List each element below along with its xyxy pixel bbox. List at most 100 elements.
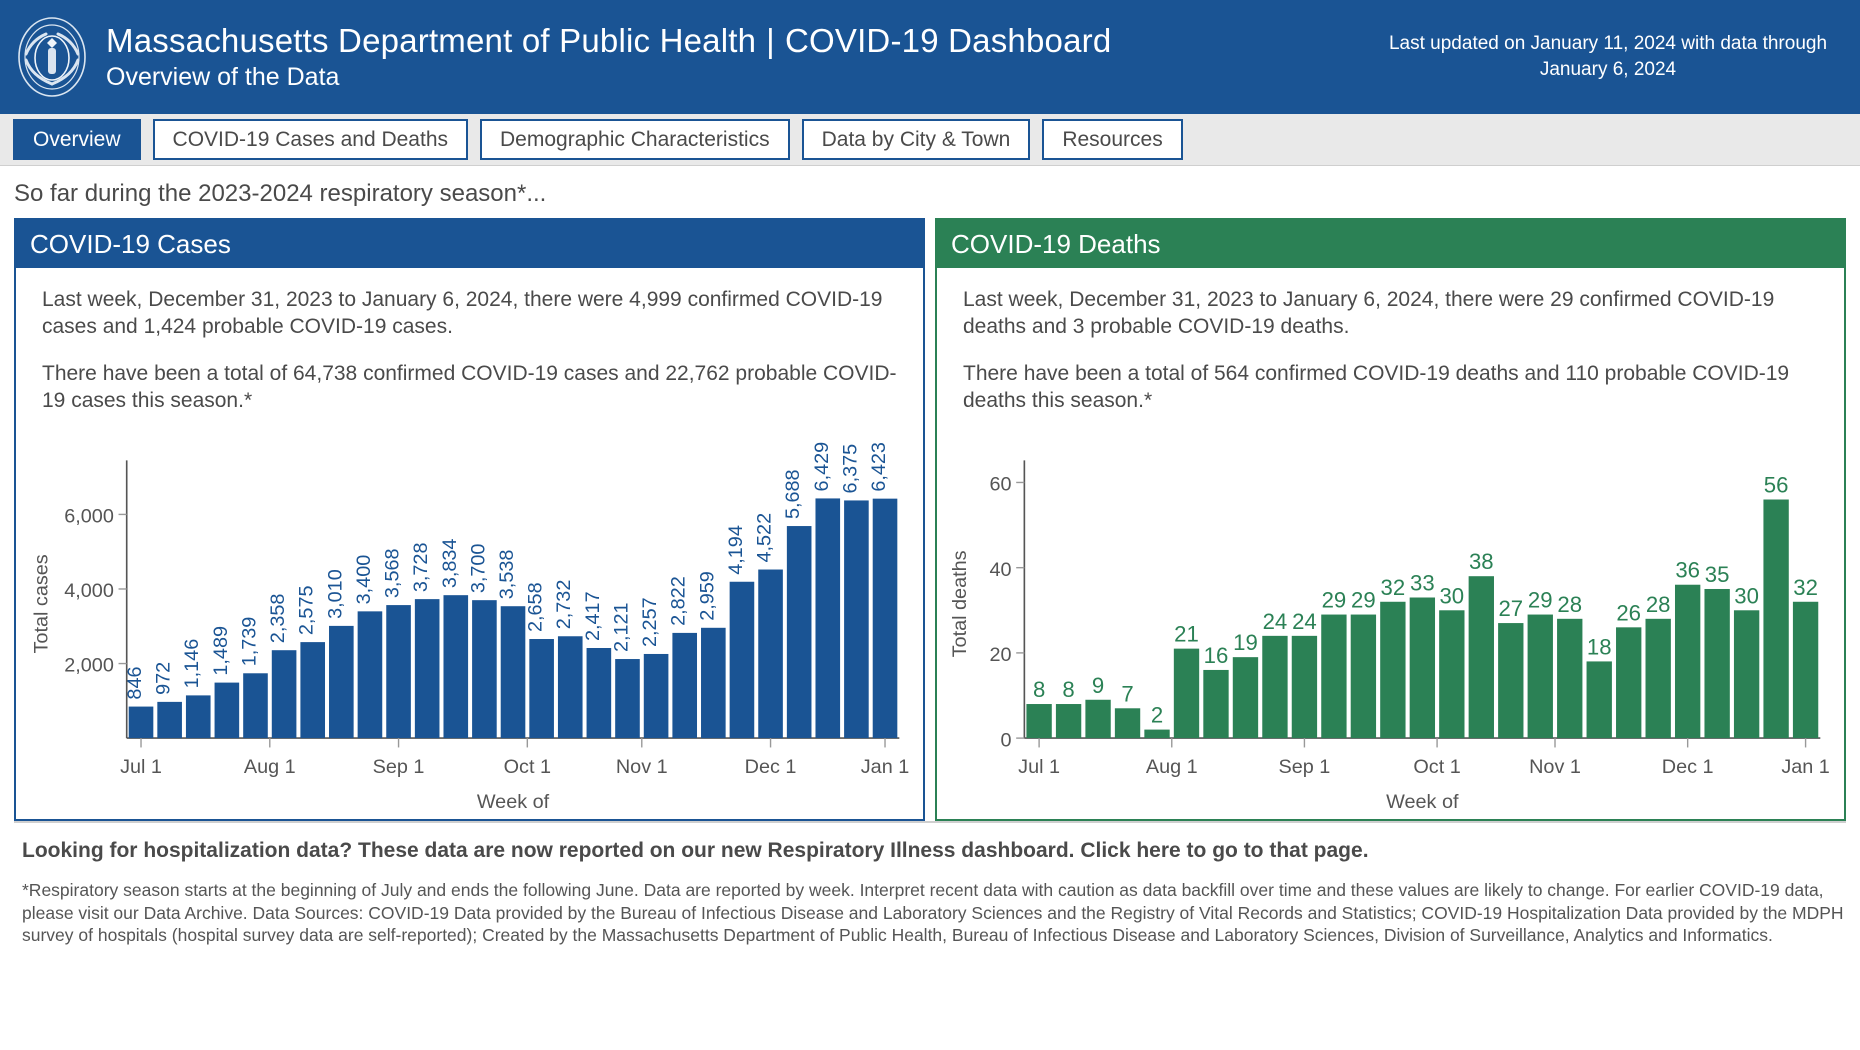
svg-text:3,568: 3,568 — [382, 548, 404, 598]
svg-text:1,739: 1,739 — [238, 617, 260, 667]
svg-text:2,822: 2,822 — [668, 576, 690, 626]
svg-text:20: 20 — [989, 644, 1011, 666]
svg-text:Jul 1: Jul 1 — [1018, 756, 1060, 778]
svg-text:2,000: 2,000 — [64, 655, 114, 677]
svg-text:4,194: 4,194 — [725, 525, 747, 575]
svg-text:3,538: 3,538 — [496, 550, 518, 600]
tab-resources[interactable]: Resources — [1042, 119, 1183, 160]
svg-text:8: 8 — [1033, 677, 1045, 702]
svg-text:30: 30 — [1439, 583, 1464, 608]
header-subtitle: Overview of the Data — [106, 63, 340, 91]
cases-paragraph-1: Last week, December 31, 2023 to January … — [42, 288, 883, 338]
last-updated-text: Last updated on January 11, 2024 with da… — [1388, 33, 1828, 80]
svg-text:Oct 1: Oct 1 — [1413, 756, 1460, 778]
svg-text:Jan 1: Jan 1 — [861, 756, 910, 778]
svg-text:2,121: 2,121 — [610, 602, 632, 652]
svg-text:2,959: 2,959 — [696, 571, 718, 621]
svg-text:5,688: 5,688 — [782, 469, 804, 519]
svg-text:Aug 1: Aug 1 — [1146, 756, 1198, 778]
deaths-chart-container: 0 20 40 60 8 8 9 7 2 21 16 19 24 24 29 29 32 33 30 38 27 29 28… — [937, 420, 1844, 819]
page-header: Massachusetts Department of Public Healt… — [0, 0, 1860, 114]
svg-text:3,400: 3,400 — [353, 555, 375, 605]
svg-text:Jan 1: Jan 1 — [1781, 756, 1830, 778]
svg-text:Week of: Week of — [477, 791, 550, 813]
svg-text:38: 38 — [1469, 549, 1494, 574]
svg-text:27: 27 — [1498, 596, 1523, 621]
svg-text:1,489: 1,489 — [210, 626, 232, 676]
svg-text:Jul 1: Jul 1 — [120, 756, 162, 778]
svg-text:7: 7 — [1121, 681, 1133, 706]
svg-text:35: 35 — [1705, 562, 1730, 587]
summary-cards: COVID-19 Cases Last week, December 31, 2… — [0, 218, 1860, 822]
deaths-card-title: COVID-19 Deaths — [951, 228, 1161, 259]
deaths-card-header: COVID-19 Deaths — [937, 220, 1844, 268]
svg-text:Sep 1: Sep 1 — [373, 756, 425, 778]
svg-text:2,257: 2,257 — [639, 597, 661, 647]
svg-text:9: 9 — [1092, 673, 1104, 698]
svg-text:2: 2 — [1151, 703, 1163, 728]
svg-text:29: 29 — [1351, 588, 1376, 613]
svg-text:4,000: 4,000 — [64, 580, 114, 602]
svg-text:2,575: 2,575 — [296, 585, 318, 635]
svg-text:0: 0 — [1000, 729, 1011, 751]
svg-text:Aug 1: Aug 1 — [244, 756, 296, 778]
svg-text:846: 846 — [124, 666, 146, 699]
header-titles: Massachusetts Department of Public Healt… — [106, 21, 1378, 93]
svg-text:Dec 1: Dec 1 — [745, 756, 797, 778]
svg-text:32: 32 — [1381, 575, 1406, 600]
cases-bar-chart: 2,000 4,000 6,000 846 972 1,146 1,489 1,739 2,35… — [30, 442, 910, 813]
svg-text:Nov 1: Nov 1 — [1529, 756, 1581, 778]
svg-text:29: 29 — [1528, 588, 1553, 613]
covid-cases-card: COVID-19 Cases Last week, December 31, 2… — [14, 218, 925, 822]
title-separator: | — [766, 22, 775, 59]
tab-demographic-characteristics[interactable]: Demographic Characteristics — [480, 119, 790, 160]
svg-text:60: 60 — [989, 474, 1011, 496]
svg-text:28: 28 — [1557, 592, 1582, 617]
svg-text:3,010: 3,010 — [324, 569, 346, 619]
svg-text:28: 28 — [1646, 592, 1671, 617]
svg-text:1,146: 1,146 — [181, 639, 203, 689]
svg-text:Sep 1: Sep 1 — [1279, 756, 1331, 778]
svg-text:6,000: 6,000 — [64, 506, 114, 528]
svg-text:Total cases: Total cases — [30, 554, 52, 653]
cases-paragraph-2: There have been a total of 64,738 confir… — [42, 362, 897, 412]
tab-data-by-city-town[interactable]: Data by City & Town — [801, 119, 1031, 160]
hospitalization-link-note[interactable]: Looking for hospitalization data? These … — [22, 839, 1369, 863]
season-subtitle: So far during the 2023-2024 respiratory … — [14, 180, 547, 207]
svg-text:3,728: 3,728 — [410, 542, 432, 592]
svg-text:Nov 1: Nov 1 — [616, 756, 668, 778]
svg-text:24: 24 — [1292, 609, 1317, 634]
covid-deaths-card: COVID-19 Deaths Last week, December 31, … — [935, 218, 1846, 822]
svg-text:33: 33 — [1410, 571, 1435, 596]
deaths-paragraph-1: Last week, December 31, 2023 to January … — [963, 288, 1775, 338]
svg-text:2,732: 2,732 — [553, 580, 575, 630]
svg-text:32: 32 — [1793, 575, 1818, 600]
svg-text:36: 36 — [1675, 558, 1700, 583]
svg-text:16: 16 — [1204, 643, 1229, 668]
svg-text:24: 24 — [1263, 609, 1288, 634]
svg-text:Total deaths: Total deaths — [949, 550, 971, 657]
tab-overview[interactable]: Overview — [13, 119, 141, 160]
svg-text:4,522: 4,522 — [754, 513, 776, 563]
cases-card-title: COVID-19 Cases — [30, 228, 231, 259]
cases-card-body: Last week, December 31, 2023 to January … — [16, 268, 923, 420]
svg-text:3,834: 3,834 — [439, 539, 461, 589]
svg-text:21: 21 — [1174, 622, 1199, 647]
header-title-line: Massachusetts Department of Public Healt… — [106, 21, 1378, 61]
svg-text:Dec 1: Dec 1 — [1662, 756, 1714, 778]
svg-text:8: 8 — [1062, 677, 1074, 702]
deaths-paragraph-2: There have been a total of 564 confirmed… — [963, 362, 1790, 412]
svg-text:26: 26 — [1616, 600, 1641, 625]
footnote-text: *Respiratory season starts at the beginn… — [22, 880, 1844, 946]
tab-covid-19-cases-and-deaths[interactable]: COVID-19 Cases and Deaths — [152, 119, 468, 160]
state-seal-icon — [14, 14, 90, 100]
cases-chart-container: 2,000 4,000 6,000 846 972 1,146 1,489 1,739 2,35… — [16, 420, 923, 819]
tab-bar: Overview COVID-19 Cases and Deaths Demog… — [0, 114, 1860, 166]
agency-name: Massachusetts Department of Public Healt… — [106, 22, 757, 59]
footer-divider — [14, 821, 1846, 824]
svg-text:2,658: 2,658 — [525, 582, 547, 632]
page-footer: Looking for hospitalization data? These … — [0, 823, 1860, 1050]
svg-text:6,375: 6,375 — [839, 444, 861, 494]
svg-text:2,417: 2,417 — [582, 591, 604, 641]
